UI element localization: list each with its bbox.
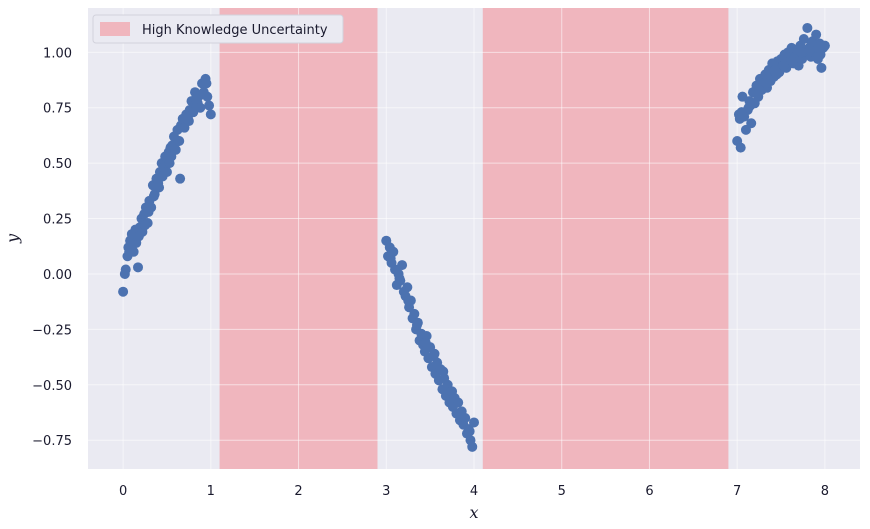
data-point (752, 89, 763, 100)
data-point (157, 171, 168, 182)
tick-labels: 0 1 2 3 4 5 6 7 8 −0.75 −0.50 −0.25 0.00 0.25 0.50 0.75… (32, 46, 829, 499)
data-point (411, 319, 422, 330)
data-point (464, 426, 475, 437)
legend-swatch (100, 22, 130, 36)
data-point (402, 282, 413, 293)
data-point (813, 42, 824, 53)
x-tick-label: 7 (733, 484, 741, 499)
data-point (447, 386, 458, 397)
data-point (743, 102, 754, 113)
legend-label: High Knowledge Uncertainty (142, 23, 328, 38)
y-tick-label: 0.50 (43, 157, 72, 172)
x-axis-label: x (469, 503, 478, 522)
data-point (798, 34, 809, 45)
data-point (734, 113, 745, 124)
data-point (164, 158, 175, 169)
y-tick-label: 1.00 (43, 46, 72, 61)
uncertainty-band-1 (482, 8, 729, 469)
data-point (438, 366, 449, 377)
data-point (133, 262, 144, 273)
data-point (746, 118, 757, 129)
y-tick-label: 0.75 (43, 102, 72, 117)
data-point (190, 93, 201, 104)
legend-box (92, 14, 344, 44)
data-point (182, 113, 193, 124)
data-point (409, 308, 420, 319)
y-tick-label: −0.75 (32, 434, 72, 449)
y-tick-label: −0.25 (32, 323, 72, 338)
data-point (118, 286, 129, 297)
x-tick-label: 3 (382, 484, 390, 499)
data-point (816, 62, 827, 73)
y-tick-label: −0.50 (32, 379, 72, 394)
data-point (175, 173, 186, 184)
data-point (202, 91, 213, 102)
scatter-points (118, 22, 830, 452)
data-point (761, 78, 772, 89)
data-point (778, 60, 789, 71)
data-point (811, 29, 822, 40)
data-point (469, 417, 479, 428)
data-point (804, 45, 815, 56)
data-point (124, 246, 135, 257)
data-point (420, 337, 431, 348)
data-point (394, 273, 405, 284)
data-point (201, 78, 212, 89)
data-point (173, 135, 184, 146)
legend: High Knowledge Uncertainty (92, 14, 344, 44)
data-point (429, 348, 440, 359)
data-point (467, 441, 478, 452)
data-point (787, 56, 798, 67)
data-point (140, 220, 151, 231)
x-tick-label: 5 (558, 484, 566, 499)
x-tick-label: 0 (119, 484, 127, 499)
data-point (397, 260, 408, 271)
data-point (154, 182, 165, 193)
x-tick-label: 8 (821, 484, 829, 499)
data-point (453, 397, 464, 408)
data-point (455, 408, 466, 419)
data-point (735, 142, 746, 153)
data-point (204, 100, 215, 111)
y-axis-label: y (3, 233, 22, 244)
x-tick-label: 1 (207, 484, 215, 499)
data-point (385, 253, 396, 264)
data-point (205, 109, 216, 120)
data-point (133, 231, 144, 242)
data-point (802, 22, 813, 33)
y-tick-label: 0.00 (43, 268, 72, 283)
x-tick-label: 2 (294, 484, 302, 499)
data-point (769, 65, 780, 76)
data-point (148, 191, 159, 202)
x-tick-label: 6 (645, 484, 653, 499)
data-point (120, 264, 131, 275)
data-point (796, 47, 807, 58)
y-tick-label: 0.25 (43, 213, 72, 228)
x-tick-label: 4 (470, 484, 478, 499)
data-point (403, 295, 414, 306)
data-point (143, 206, 154, 217)
